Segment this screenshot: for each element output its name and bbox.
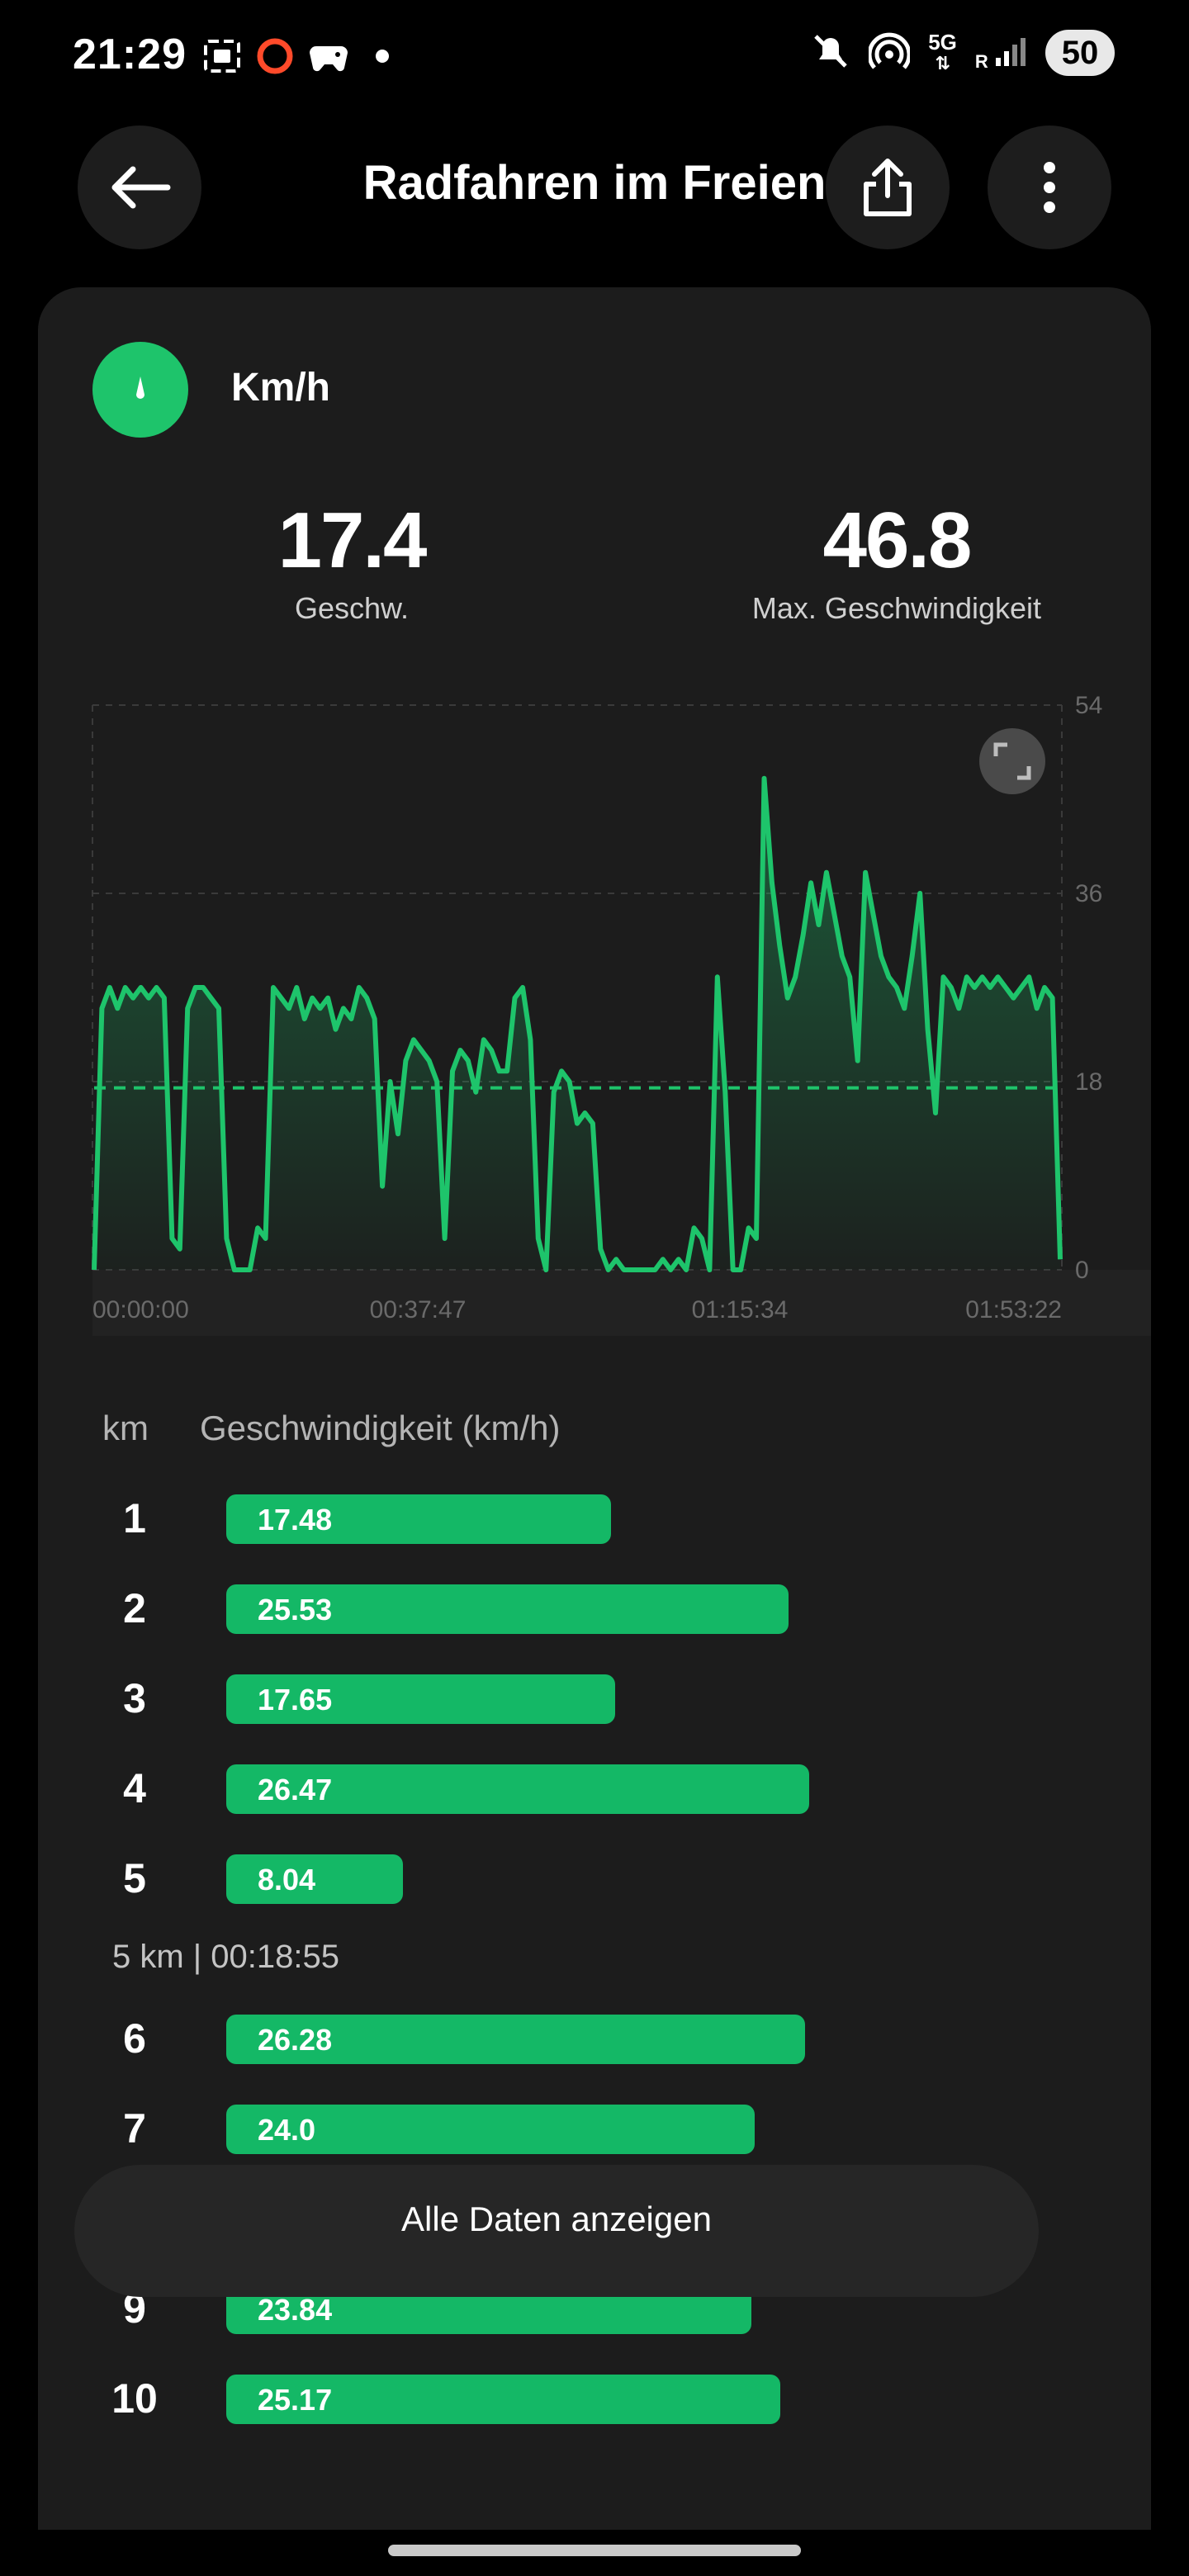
split-km: 4 <box>123 1765 146 1811</box>
max-speed-label: Max. Geschwindigkeit <box>751 591 1042 625</box>
status-time: 21:29 <box>73 31 187 78</box>
back-button[interactable] <box>78 125 201 249</box>
split-speed-value: 17.65 <box>258 1683 333 1717</box>
split-row: 6 26.28 <box>104 2013 1095 2066</box>
more-menu-button[interactable] <box>988 125 1111 249</box>
fullscreen-button[interactable] <box>979 728 1045 794</box>
speed-area <box>94 778 1060 1270</box>
x-tick-label: 01:53:22 <box>965 1296 1062 1324</box>
split-speed-value: 23.84 <box>258 2293 333 2327</box>
mute-icon <box>811 31 850 75</box>
split-km: 5 <box>123 1855 146 1901</box>
battery-icon: 50 <box>1045 30 1115 76</box>
split-row: 3 17.65 <box>104 1673 1095 1726</box>
speedometer-icon <box>92 342 188 438</box>
split-speed-bar: 25.53 <box>226 1584 789 1634</box>
y-tick-label: 18 <box>1075 1068 1102 1096</box>
dot-icon <box>372 36 393 76</box>
split-row: 4 26.47 <box>104 1763 1095 1816</box>
x-tick-label: 00:37:47 <box>370 1296 467 1324</box>
x-tick-label: 01:15:34 <box>692 1296 789 1324</box>
more-vertical-icon <box>1044 162 1055 213</box>
split-speed-value: 26.28 <box>258 2023 333 2057</box>
signal-icon: R <box>975 35 1027 72</box>
split-row: 2 25.53 <box>104 1583 1095 1636</box>
split-km: 3 <box>123 1675 146 1721</box>
split-speed-value: 17.48 <box>258 1503 333 1537</box>
split-speed-bar: 8.04 <box>226 1854 403 1904</box>
split-speed-value: 26.47 <box>258 1773 333 1807</box>
screenshot-icon <box>201 36 243 76</box>
y-tick-label: 0 <box>1075 1257 1089 1284</box>
split-speed-value: 24.0 <box>258 2113 316 2147</box>
unit-label: Km/h <box>231 366 330 410</box>
split-speed-bar: 25.17 <box>226 2375 780 2424</box>
split-speed-bar: 26.28 <box>226 2015 805 2064</box>
split-speed-value: 25.53 <box>258 1593 333 1627</box>
split-speed-bar: 24.0 <box>226 2105 755 2154</box>
fullscreen-icon <box>993 742 1031 780</box>
average-speed-value: 17.4 <box>277 496 428 585</box>
splits-summary: 5 km | 00:18:55 <box>112 1939 339 1975</box>
x-axis-band <box>92 1270 1151 1336</box>
share-button[interactable] <box>826 125 950 249</box>
share-icon <box>864 159 912 216</box>
arrow-left-icon <box>111 166 171 209</box>
speed-line <box>92 775 1063 1272</box>
y-tick-label: 54 <box>1075 692 1102 719</box>
split-row: 5 8.04 <box>104 1853 1095 1906</box>
split-row: 7 24.0 <box>104 2103 1095 2156</box>
split-speed-value: 8.04 <box>258 1863 316 1896</box>
split-km: 10 <box>111 2375 158 2422</box>
speed-chart: 54 36 18 0 00:00:00 00:37:47 01:15:34 01:53:22 <box>92 692 1151 1336</box>
page-title: Radfahren im Freien <box>362 156 827 210</box>
splits-speed-header: Geschwindigkeit (km/h) <box>200 1409 561 1447</box>
split-km: 2 <box>123 1585 146 1631</box>
show-all-data-button[interactable]: Alle Daten anzeigen <box>74 2165 1039 2297</box>
split-km: 7 <box>123 2105 146 2152</box>
split-speed-bar: 17.65 <box>226 1674 615 1724</box>
split-row: 1 17.48 <box>104 1493 1095 1546</box>
status-bar: 21:29 5G ⇅ R 50 <box>0 0 1189 112</box>
split-km: 6 <box>123 2015 146 2062</box>
split-speed-bar: 17.48 <box>226 1494 611 1544</box>
split-speed-value: 25.17 <box>258 2383 333 2417</box>
average-speed-label: Geschw. <box>294 591 410 625</box>
gamepad-icon <box>306 36 352 76</box>
x-tick-label: 00:00:00 <box>92 1296 189 1324</box>
network-5g-icon: 5G ⇅ <box>928 30 957 73</box>
split-km: 1 <box>123 1495 146 1541</box>
home-indicator[interactable] <box>388 2545 801 2556</box>
split-speed-bar: 26.47 <box>226 1764 809 1814</box>
hotspot-icon <box>867 31 912 75</box>
max-speed-value: 46.8 <box>822 496 973 585</box>
ring-icon <box>254 36 296 76</box>
split-row: 10 25.17 <box>104 2373 1095 2426</box>
y-tick-label: 36 <box>1075 880 1102 907</box>
splits-km-header: km <box>102 1409 149 1447</box>
